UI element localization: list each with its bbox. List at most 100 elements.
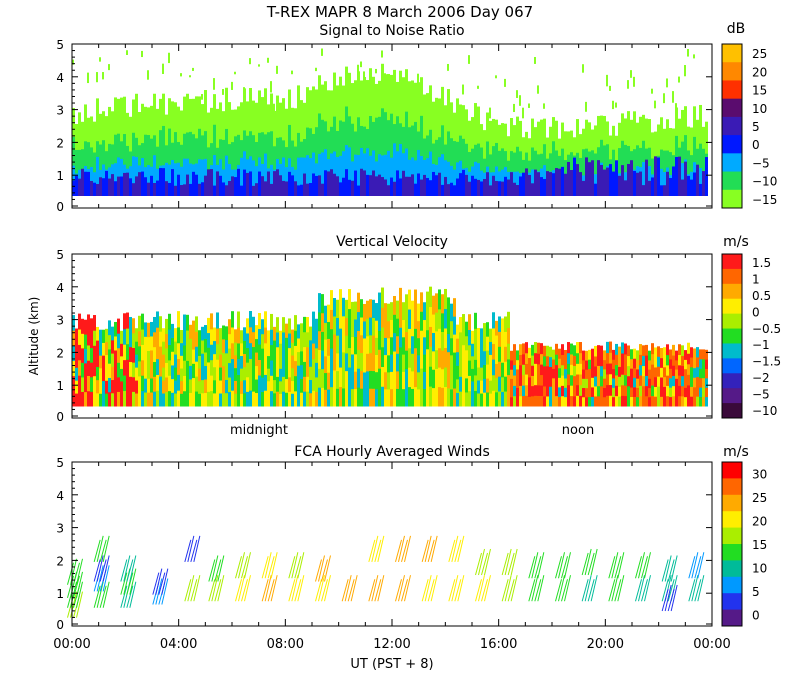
- vv-cell: [348, 289, 351, 310]
- vv-cell: [222, 392, 225, 407]
- snr-cell: [630, 160, 633, 196]
- vv-cell: [609, 341, 612, 353]
- vv-cell: [405, 312, 408, 333]
- wind-vane: [697, 552, 705, 579]
- vv-cell: [156, 327, 159, 344]
- vv-cell: [522, 343, 525, 355]
- vv-cell: [120, 393, 123, 407]
- vv-cell: [177, 326, 180, 344]
- snr-speck: [363, 71, 365, 83]
- wind-vane: [537, 552, 545, 579]
- vv-cell: [540, 353, 543, 365]
- vv-cell: [498, 391, 501, 407]
- vv-cell: [132, 362, 135, 378]
- vv-cell: [483, 392, 486, 407]
- vv-cell: [288, 347, 291, 363]
- vv-cell: [180, 342, 183, 356]
- vv-cell: [171, 392, 174, 407]
- snr-cell: [498, 181, 501, 196]
- vv-cell: [96, 326, 99, 341]
- vv-cell: [687, 395, 690, 407]
- vv-cell: [402, 302, 405, 320]
- vv-cell: [474, 390, 477, 407]
- wind-vane: [217, 575, 225, 602]
- vv-cell: [192, 334, 195, 350]
- snr-cell: [537, 172, 540, 196]
- vv-cell: [318, 293, 321, 313]
- snr-cell: [135, 176, 138, 196]
- vv-cell: [417, 303, 420, 322]
- vv-cell: [183, 375, 186, 392]
- vv-cell: [495, 320, 498, 336]
- vv-cell: [384, 303, 387, 321]
- wind-vane: [190, 579, 198, 602]
- snr-cell: [222, 139, 225, 196]
- snr-cell: [207, 169, 210, 196]
- wind-vane: [235, 579, 242, 602]
- snr-speck: [108, 64, 110, 71]
- snr-cell: [552, 141, 555, 196]
- vv-cell: [498, 331, 501, 347]
- vv-cell: [675, 387, 678, 398]
- snr-cell: [666, 171, 669, 196]
- vv-cell: [651, 353, 654, 365]
- vv-cell: [588, 359, 591, 370]
- snr-cell: [552, 173, 555, 196]
- vv-cell: [579, 395, 582, 407]
- vv-cell: [453, 352, 456, 371]
- snr-cell: [408, 176, 411, 196]
- snr-cell: [108, 178, 111, 196]
- vv-cell: [300, 323, 303, 338]
- snr-cell: [258, 171, 261, 196]
- vv-cell: [243, 379, 246, 394]
- vv-cell: [612, 387, 615, 398]
- vv-cell: [381, 287, 384, 308]
- snr-cell: [453, 141, 456, 196]
- vv-cell: [567, 395, 570, 407]
- snr-cell: [438, 172, 441, 196]
- snr-cell: [414, 121, 417, 196]
- snr-cell: [240, 157, 243, 196]
- wind-vane: [584, 548, 592, 576]
- vv-cell: [477, 327, 480, 342]
- wind-vane: [564, 552, 571, 579]
- vv-cell: [354, 371, 357, 390]
- vv-cell: [315, 318, 318, 334]
- snr-speck: [447, 63, 449, 71]
- wind-vane: [187, 535, 195, 562]
- vv-cell: [474, 374, 477, 391]
- vv-cell: [555, 354, 558, 366]
- vv-cell: [243, 327, 246, 341]
- vv-cell: [132, 347, 135, 363]
- vv-cell: [579, 363, 582, 375]
- vv-cell: [363, 320, 366, 339]
- vv-cell: [459, 361, 462, 377]
- snr-cell: [477, 163, 480, 196]
- vv-cell: [150, 349, 153, 365]
- vv-cell: [87, 329, 90, 346]
- snr-cell: [159, 168, 162, 196]
- vv-cell: [195, 331, 198, 347]
- vv-cell: [690, 347, 693, 358]
- snr-cell: [210, 169, 213, 196]
- wind-vane: [244, 552, 251, 579]
- vv-cell: [645, 365, 648, 376]
- vv-cell: [690, 357, 693, 368]
- vv-cell: [75, 367, 78, 381]
- snr-cell: [459, 173, 462, 196]
- vv-cell: [636, 359, 639, 370]
- snr-cell: [273, 171, 276, 196]
- wind-vane: [398, 575, 405, 602]
- vv-cell: [513, 375, 516, 386]
- vv-cell: [369, 299, 372, 318]
- snr-cell: [114, 181, 117, 196]
- snr-cell: [75, 149, 78, 196]
- vv-cell: [528, 367, 531, 378]
- wind-vane: [457, 575, 465, 602]
- vv-cell: [522, 395, 525, 407]
- vv-cell: [294, 390, 297, 407]
- vv-cell: [198, 330, 201, 344]
- vv-cell: [381, 366, 384, 387]
- vv-cell: [495, 363, 498, 379]
- vv-cell: [111, 339, 114, 354]
